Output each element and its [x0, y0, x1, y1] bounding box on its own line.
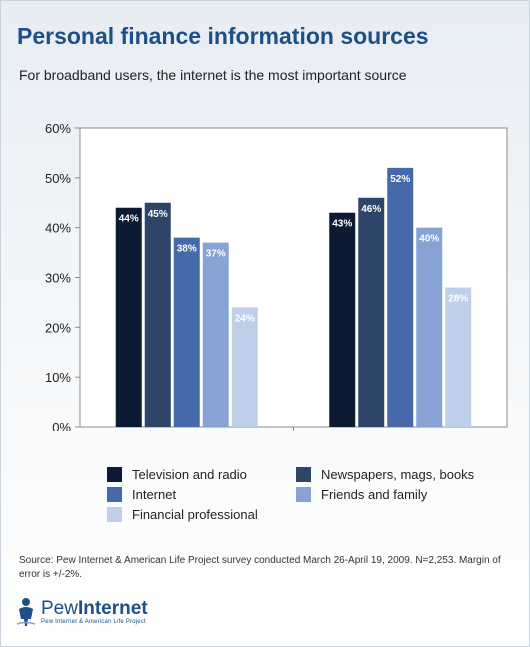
bar-data-label: 45% [148, 209, 168, 220]
bar [445, 287, 472, 427]
bar [329, 212, 356, 427]
bar-data-label: 44% [119, 214, 139, 225]
legend-item: Financial professional [107, 507, 258, 522]
legend-label: Newspapers, mags, books [321, 467, 475, 482]
bar-data-label: 40% [419, 234, 439, 245]
y-tick-label: 40% [45, 221, 71, 236]
legend-label: Television and radio [132, 467, 247, 482]
y-tick-label: 0% [52, 420, 71, 431]
legend-label: Financial professional [132, 507, 258, 522]
page-title: Personal finance information sources [17, 23, 429, 49]
bar-data-label: 46% [361, 204, 381, 215]
logo-tagline: Pew Internet & American Life Project [41, 619, 146, 625]
y-tick-label: 50% [45, 171, 71, 186]
bar-data-label: 37% [206, 249, 226, 260]
y-tick-label: 30% [45, 271, 71, 286]
bar [115, 207, 142, 427]
bar [416, 227, 443, 427]
bar [231, 307, 258, 427]
plot-area [79, 127, 508, 428]
y-tick-label: 60% [45, 121, 71, 136]
legend-label: Internet [132, 487, 177, 502]
legend-swatch [296, 487, 311, 502]
bar [387, 167, 414, 427]
legend-item: Newspapers, mags, books [296, 467, 474, 482]
pew-person-icon [16, 598, 36, 626]
legend-item: Friends and family [296, 487, 427, 502]
y-tick-label: 10% [45, 370, 71, 385]
source-note: Source: Pew Internet & American Life Pro… [19, 555, 501, 580]
pew-internet-logo[interactable]: PewInternet Pew Internet & American Life… [15, 597, 148, 627]
bar [358, 197, 385, 427]
bar [173, 237, 200, 427]
bar-data-label: 28% [448, 293, 468, 304]
legend-swatch [107, 467, 122, 482]
y-tick-label: 20% [45, 320, 71, 335]
legend-label: Friends and family [321, 487, 428, 502]
legend-item: Television and radio [107, 467, 247, 482]
bar [144, 202, 171, 427]
bar-data-label: 43% [332, 219, 352, 230]
logo-name: PewInternet [41, 598, 148, 619]
bar-data-label: 24% [235, 313, 255, 324]
bar-data-label: 52% [390, 174, 410, 185]
legend-swatch [107, 487, 122, 502]
legend-swatch [296, 467, 311, 482]
bar-chart: 0%10%20%30%40%50%60%44%45%38%37%24%Gener… [45, 121, 508, 431]
legend-swatch [107, 507, 122, 522]
bar-data-label: 38% [177, 244, 197, 255]
bar [202, 242, 229, 427]
page-subtitle: For broadband users, the internet is the… [19, 67, 407, 83]
legend-item: Internet [107, 487, 176, 502]
